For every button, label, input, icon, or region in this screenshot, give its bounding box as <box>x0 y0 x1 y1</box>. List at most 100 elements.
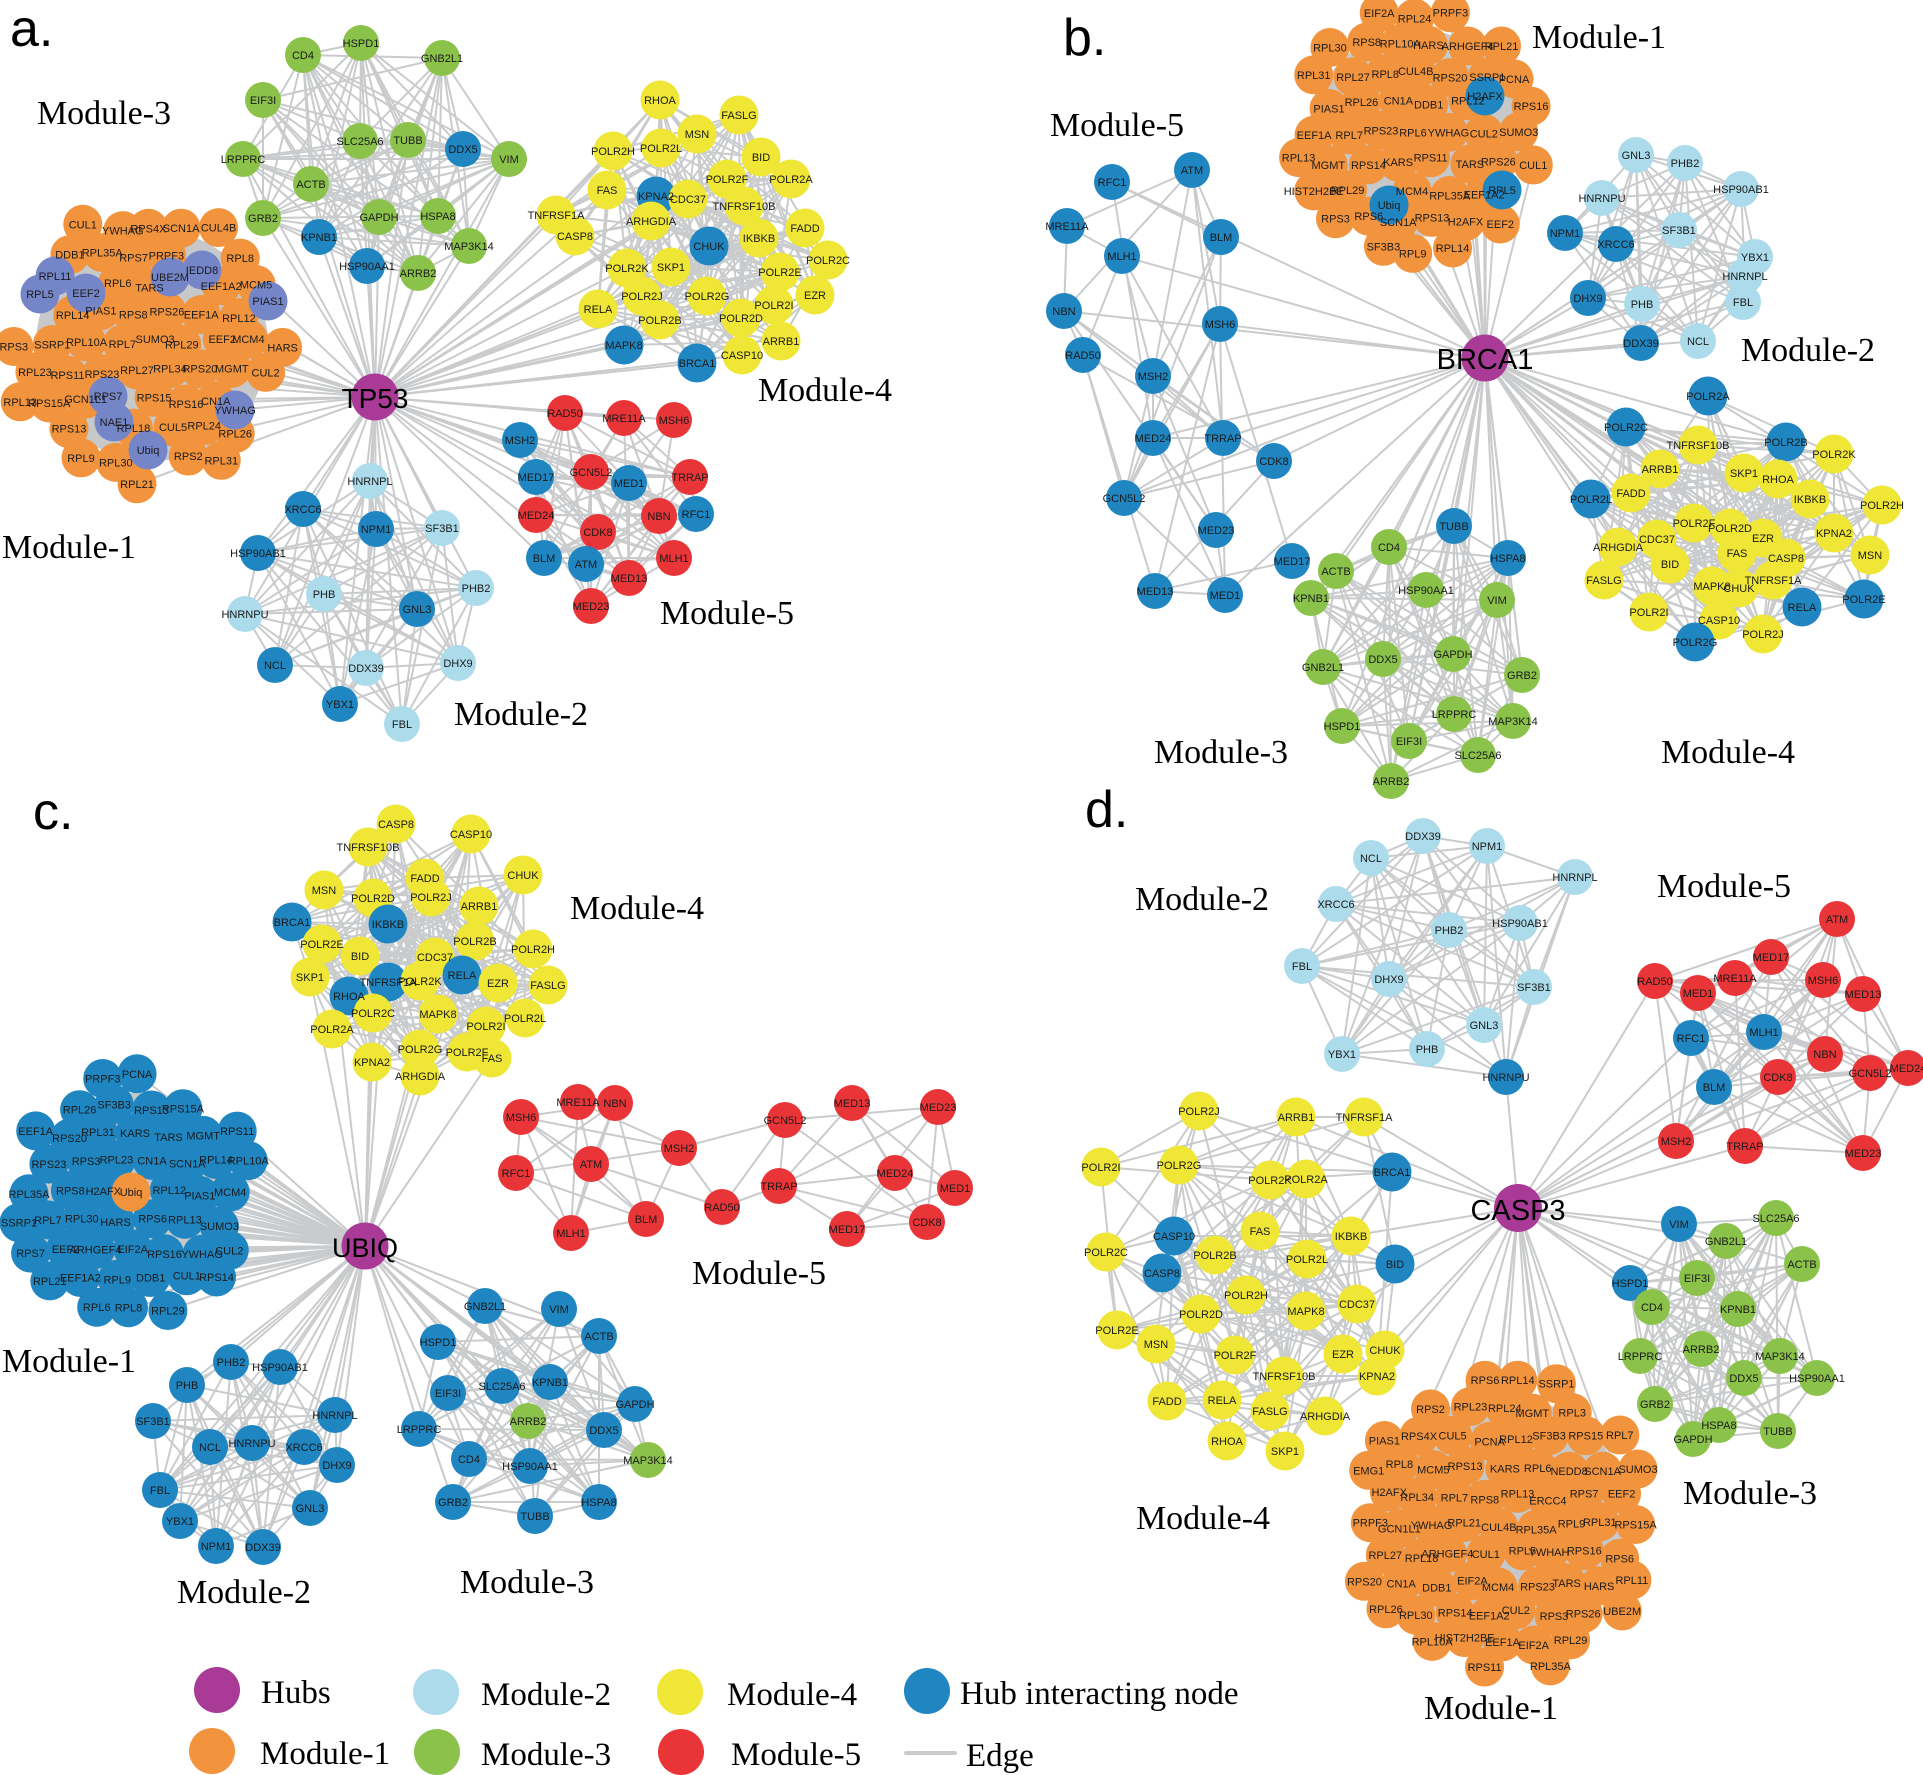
svg-text:ARRB2: ARRB2 <box>1373 776 1410 788</box>
svg-text:CN1A: CN1A <box>1384 96 1414 108</box>
svg-text:GCN5L2: GCN5L2 <box>1849 1068 1892 1080</box>
svg-text:FAS: FAS <box>482 1053 503 1065</box>
svg-text:EIF2A: EIF2A <box>117 1244 148 1256</box>
svg-text:RPS3: RPS3 <box>1540 1611 1569 1623</box>
svg-text:DDX5: DDX5 <box>448 144 477 156</box>
svg-text:CASP8: CASP8 <box>557 231 593 243</box>
svg-text:SLC25A6: SLC25A6 <box>478 1381 525 1393</box>
svg-text:CHUK: CHUK <box>1369 1345 1401 1357</box>
svg-text:GAPDH: GAPDH <box>615 1399 654 1411</box>
svg-text:UBE2M: UBE2M <box>1603 1606 1641 1618</box>
svg-text:RPL23: RPL23 <box>100 1155 134 1167</box>
svg-text:FBL: FBL <box>1292 961 1312 973</box>
svg-text:SF3B1: SF3B1 <box>1517 982 1551 994</box>
svg-text:EEF1A2: EEF1A2 <box>60 1273 101 1285</box>
svg-text:RPS15: RPS15 <box>1568 1431 1603 1443</box>
svg-text:RPS3: RPS3 <box>0 342 28 354</box>
svg-text:SUMO3: SUMO3 <box>1499 127 1538 139</box>
svg-text:HSPD1: HSPD1 <box>420 1337 457 1349</box>
svg-text:KARS: KARS <box>1490 1464 1520 1476</box>
svg-text:MGMT: MGMT <box>1515 1408 1549 1420</box>
svg-text:HSPD1: HSPD1 <box>343 38 380 50</box>
svg-text:ARRB1: ARRB1 <box>1278 1112 1315 1124</box>
svg-text:CUL5: CUL5 <box>159 422 187 434</box>
svg-text:PIAS1: PIAS1 <box>1369 1436 1400 1448</box>
svg-text:DDX39: DDX39 <box>1623 338 1658 350</box>
svg-text:CN1A: CN1A <box>1387 1578 1417 1590</box>
svg-text:RPL7: RPL7 <box>109 339 137 351</box>
svg-text:TNFRSF1A: TNFRSF1A <box>528 210 586 222</box>
svg-text:MAPK8: MAPK8 <box>419 1009 456 1021</box>
svg-text:RPL31: RPL31 <box>81 1127 115 1139</box>
svg-text:CASP3: CASP3 <box>1470 1195 1565 1227</box>
svg-text:RPL9: RPL9 <box>104 1274 132 1286</box>
svg-text:H2AFX: H2AFX <box>1371 1487 1407 1499</box>
svg-text:KPNA2: KPNA2 <box>1816 528 1852 540</box>
svg-text:GNB2L1: GNB2L1 <box>421 53 463 65</box>
svg-text:KARS: KARS <box>120 1128 150 1140</box>
svg-text:a.: a. <box>10 0 53 58</box>
svg-text:CUL1: CUL1 <box>1519 160 1547 172</box>
svg-text:GCN5L2: GCN5L2 <box>1103 493 1146 505</box>
svg-text:IKBKB: IKBKB <box>372 919 404 931</box>
svg-text:RPL13: RPL13 <box>3 397 37 409</box>
svg-text:BLM: BLM <box>635 1214 658 1226</box>
svg-text:PIAS1: PIAS1 <box>184 1190 215 1202</box>
svg-text:RPS11: RPS11 <box>1468 1662 1502 1674</box>
svg-text:POLR2E: POLR2E <box>1842 594 1885 606</box>
svg-text:RELA: RELA <box>1208 1395 1237 1407</box>
svg-text:TARS: TARS <box>1456 159 1485 171</box>
svg-text:RPL14: RPL14 <box>1501 1375 1535 1387</box>
svg-text:HSPA8: HSPA8 <box>420 211 455 223</box>
svg-text:CUL1: CUL1 <box>1472 1549 1500 1561</box>
svg-text:Module-1: Module-1 <box>2 529 136 566</box>
svg-text:EEF2: EEF2 <box>1608 1489 1636 1501</box>
svg-text:H2AFX: H2AFX <box>1448 216 1484 228</box>
svg-text:TNFRSF1A: TNFRSF1A <box>1336 1112 1394 1124</box>
svg-text:MSH6: MSH6 <box>506 1112 537 1124</box>
svg-text:RPS8: RPS8 <box>1352 37 1381 49</box>
svg-text:RPS26: RPS26 <box>149 307 184 319</box>
svg-text:TRRAP: TRRAP <box>671 472 708 484</box>
svg-text:CUL5: CUL5 <box>1439 1430 1467 1442</box>
svg-text:MSN: MSN <box>1144 1339 1169 1351</box>
svg-text:GCN1L1: GCN1L1 <box>64 394 107 406</box>
svg-text:RPS11: RPS11 <box>220 1126 254 1138</box>
svg-text:TRRAP: TRRAP <box>760 1181 797 1193</box>
svg-text:MGMT: MGMT <box>215 363 249 375</box>
svg-text:RELA: RELA <box>584 304 613 316</box>
svg-text:SSRP1: SSRP1 <box>34 340 70 352</box>
svg-text:MSH2: MSH2 <box>1661 1136 1692 1148</box>
svg-text:RPS13: RPS13 <box>1415 212 1450 224</box>
svg-text:RPL34: RPL34 <box>153 364 187 376</box>
svg-text:PRPF3: PRPF3 <box>1353 1518 1388 1530</box>
svg-text:SUMO3: SUMO3 <box>200 1221 239 1233</box>
svg-text:POLR2K: POLR2K <box>398 976 442 988</box>
svg-text:POLR2G: POLR2G <box>1673 637 1718 649</box>
svg-text:TNFRSF1A: TNFRSF1A <box>360 977 418 989</box>
svg-text:HNRNPU: HNRNPU <box>221 609 268 621</box>
svg-text:ARHGEF4: ARHGEF4 <box>1421 1549 1473 1561</box>
svg-text:MED1: MED1 <box>1210 590 1241 602</box>
svg-text:IKBKB: IKBKB <box>743 233 775 245</box>
svg-text:RPS6: RPS6 <box>1605 1553 1634 1565</box>
svg-text:GNL3: GNL3 <box>403 604 432 616</box>
svg-text:RPL14: RPL14 <box>1436 243 1470 255</box>
svg-text:MLH1: MLH1 <box>1749 1027 1778 1039</box>
svg-text:GAPDH: GAPDH <box>1433 649 1472 661</box>
svg-text:PHB2: PHB2 <box>217 1357 246 1369</box>
svg-text:Module-4: Module-4 <box>758 372 892 409</box>
svg-text:BRCA1: BRCA1 <box>679 358 716 370</box>
svg-text:MGMT: MGMT <box>1311 160 1345 172</box>
svg-text:YBX1: YBX1 <box>1741 252 1769 264</box>
svg-text:RPL8: RPL8 <box>226 253 254 265</box>
svg-text:POLR2F: POLR2F <box>1214 1350 1257 1362</box>
svg-text:RPL7: RPL7 <box>1606 1430 1634 1442</box>
svg-text:MED17: MED17 <box>518 472 555 484</box>
svg-text:MED23: MED23 <box>920 1102 957 1114</box>
svg-text:ACTB: ACTB <box>1321 566 1350 578</box>
svg-text:RPS6: RPS6 <box>138 1214 167 1226</box>
svg-text:RPL26: RPL26 <box>1369 1604 1403 1616</box>
svg-text:CUL4B: CUL4B <box>1481 1522 1516 1534</box>
svg-text:VIM: VIM <box>499 154 519 166</box>
